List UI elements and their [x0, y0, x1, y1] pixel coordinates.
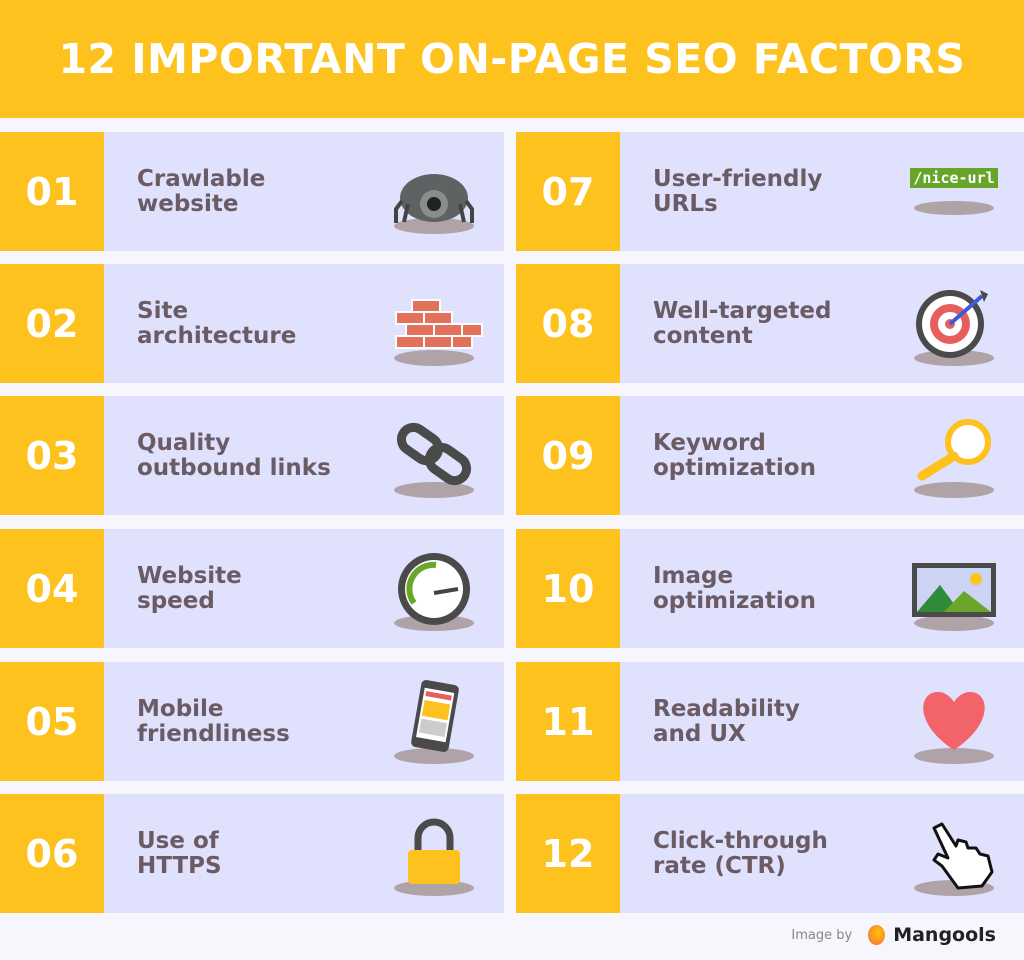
smartphone-icon [394, 680, 474, 764]
factor-number: 06 [0, 794, 104, 913]
factor-card: 11 Readability and UX [516, 662, 1024, 781]
factor-card: 08 Well-targeted content [516, 264, 1024, 383]
factor-number: 11 [516, 662, 620, 781]
footer-credit: Image by Mangools [791, 924, 996, 946]
factor-card: 10 Image optimization [516, 529, 1024, 648]
factor-number: 03 [0, 396, 104, 515]
factor-label: Well-targeted content [653, 297, 832, 349]
factor-card: 07 User-friendly URLs /nice-url [516, 132, 1024, 251]
factor-number: 02 [0, 264, 104, 383]
factor-number: 01 [0, 132, 104, 251]
pointer-hand-icon [914, 822, 994, 896]
factor-number: 04 [0, 529, 104, 648]
factor-label: Crawlable website [137, 165, 266, 217]
url-tag-icon: /nice-url [910, 168, 998, 215]
chain-link-icon [394, 422, 474, 498]
heart-icon [914, 692, 994, 764]
padlock-icon [394, 818, 474, 896]
speedometer-icon [394, 553, 474, 631]
page-title: 12 IMPORTANT ON-PAGE SEO FACTORS [58, 35, 966, 83]
factor-number: 10 [516, 529, 620, 648]
factor-card: 05 Mobile friendliness [0, 662, 504, 781]
bricks-icon [394, 299, 483, 366]
spider-icon [394, 174, 474, 234]
factor-card: 02 Site architecture [0, 264, 504, 383]
factor-number: 05 [0, 662, 104, 781]
factor-card: 06 Use of HTTPS [0, 794, 504, 913]
factor-label: Mobile friendliness [137, 695, 290, 747]
factor-label: Website speed [137, 562, 242, 614]
factor-label: Click-through rate (CTR) [653, 827, 828, 879]
target-icon [914, 290, 994, 366]
factor-label: Image optimization [653, 562, 816, 614]
credit-text: Image by [791, 927, 853, 943]
factor-label: User-friendly URLs [653, 165, 823, 217]
url-tag-text: /nice-url [913, 169, 994, 187]
mangools-logo-icon [868, 925, 886, 945]
factor-card: 03 Quality outbound links [0, 396, 504, 515]
header: 12 IMPORTANT ON-PAGE SEO FACTORS [0, 0, 1024, 118]
factor-label: Use of HTTPS [137, 827, 222, 879]
factor-number: 09 [516, 396, 620, 515]
factor-card: 01 Crawlable website [0, 132, 504, 251]
factor-card: 09 Keyword optimization [516, 396, 1024, 515]
magnifier-icon [914, 419, 994, 498]
factor-label: Site architecture [137, 297, 297, 349]
image-icon [912, 563, 996, 631]
brand-name: Mangools [893, 924, 996, 946]
factor-label: Readability and UX [653, 695, 800, 747]
factor-label: Keyword optimization [653, 429, 816, 481]
factor-card: 12 Click-through rate (CTR) [516, 794, 1024, 913]
factor-label: Quality outbound links [137, 429, 331, 481]
factor-card: 04 Website speed [0, 529, 504, 648]
factor-number: 07 [516, 132, 620, 251]
factor-number: 12 [516, 794, 620, 913]
factor-number: 08 [516, 264, 620, 383]
